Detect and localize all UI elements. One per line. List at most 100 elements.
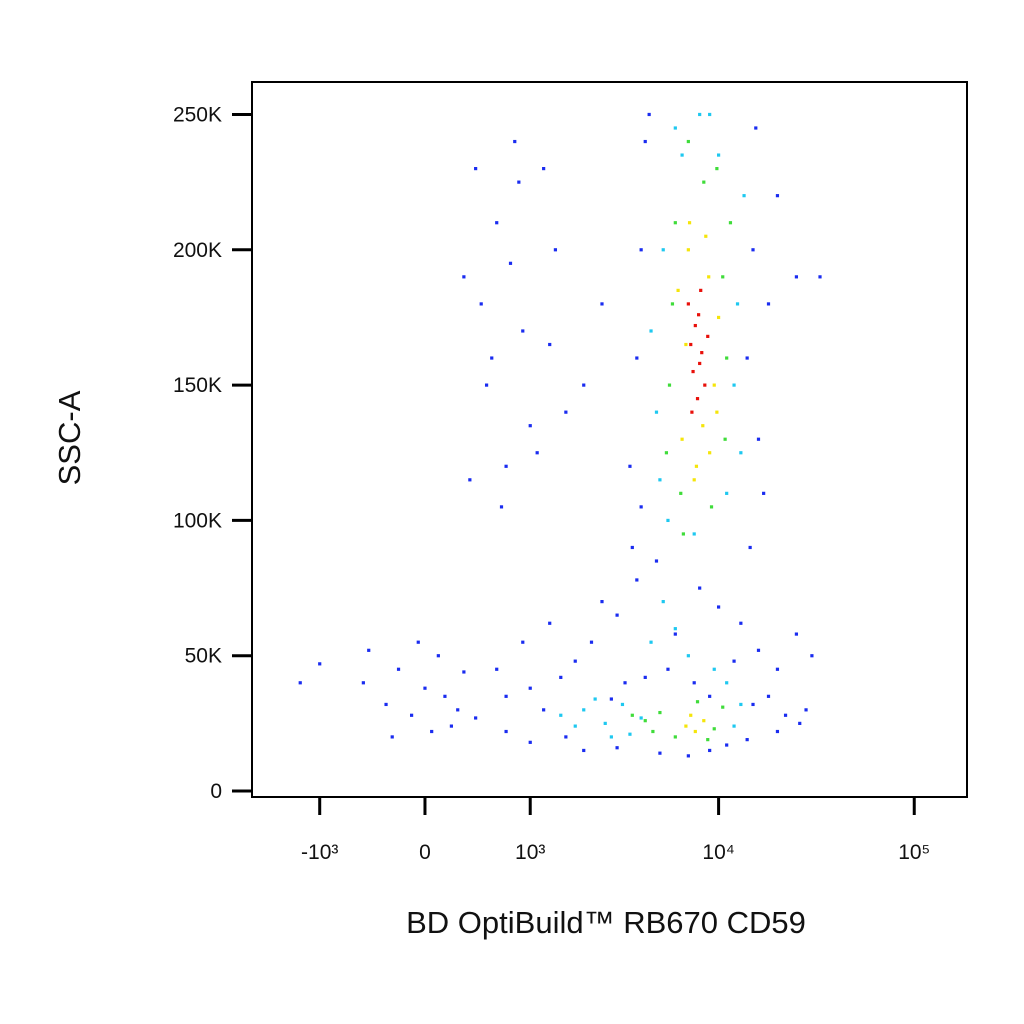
point	[794, 632, 799, 636]
point	[686, 248, 690, 252]
point	[635, 578, 639, 582]
point	[600, 302, 604, 306]
point	[725, 743, 729, 747]
point	[692, 478, 696, 482]
x-tick-label: 10⁴	[702, 841, 734, 864]
point	[739, 451, 743, 455]
point	[456, 708, 460, 712]
point	[775, 729, 780, 734]
point	[559, 713, 563, 717]
point	[658, 710, 662, 715]
point	[639, 248, 643, 252]
point	[700, 351, 704, 355]
point	[783, 713, 788, 717]
point	[654, 559, 659, 563]
point	[680, 153, 684, 157]
point	[766, 694, 771, 698]
point	[564, 410, 568, 414]
point	[698, 586, 702, 590]
point	[673, 126, 677, 130]
point	[647, 112, 651, 117]
point	[684, 342, 688, 347]
point	[694, 464, 699, 468]
point	[707, 275, 711, 279]
point	[756, 437, 761, 441]
y-tick-label: 150K	[173, 374, 222, 397]
point	[643, 675, 647, 679]
point	[548, 342, 552, 347]
point	[698, 112, 702, 117]
point	[725, 356, 729, 360]
point	[716, 315, 721, 320]
point	[474, 716, 478, 720]
point	[600, 600, 604, 604]
point	[573, 724, 577, 728]
x-tick-label: 0	[419, 841, 431, 864]
point	[708, 451, 712, 455]
point	[666, 518, 670, 523]
plot-frame	[251, 81, 968, 798]
point	[692, 681, 696, 685]
point	[542, 708, 546, 712]
point	[620, 702, 625, 707]
point	[673, 632, 677, 636]
point	[548, 621, 552, 625]
point	[504, 464, 508, 468]
point	[384, 702, 388, 707]
point	[559, 675, 563, 679]
point	[708, 748, 712, 753]
point	[680, 437, 684, 441]
y-axis-title: SSC-A	[52, 390, 87, 485]
point	[702, 719, 706, 723]
point	[670, 302, 675, 306]
point	[661, 248, 665, 252]
point	[667, 383, 672, 387]
point	[504, 694, 508, 698]
point	[712, 383, 716, 387]
point	[630, 713, 634, 717]
point	[698, 361, 702, 366]
point	[553, 248, 558, 252]
point	[701, 424, 705, 428]
y-tick-label: 0	[210, 780, 222, 803]
point	[521, 329, 525, 333]
point	[732, 383, 736, 387]
point	[673, 627, 677, 631]
point	[712, 667, 716, 671]
point	[609, 735, 613, 739]
point	[810, 654, 814, 658]
point	[513, 139, 517, 144]
point	[654, 410, 659, 414]
point	[623, 681, 627, 685]
point	[745, 356, 749, 360]
point	[728, 221, 733, 225]
point	[704, 234, 708, 238]
point	[643, 719, 647, 723]
point	[615, 746, 619, 750]
point	[639, 505, 643, 509]
point	[715, 167, 719, 171]
point	[449, 724, 454, 728]
point	[681, 532, 685, 536]
point	[691, 369, 695, 374]
point	[593, 697, 597, 701]
point	[798, 721, 802, 725]
point	[443, 694, 447, 698]
point	[756, 648, 761, 652]
point	[396, 667, 401, 671]
point	[639, 716, 643, 720]
point	[762, 491, 766, 495]
point	[390, 735, 394, 739]
point	[703, 383, 707, 387]
point	[735, 302, 740, 306]
point	[687, 221, 692, 225]
point	[628, 732, 632, 736]
point	[528, 740, 532, 744]
y-tick-label: 250K	[173, 103, 222, 126]
point	[630, 545, 634, 550]
point	[635, 356, 639, 360]
point	[794, 275, 799, 279]
point	[658, 751, 662, 755]
point	[818, 275, 822, 279]
point	[484, 383, 489, 387]
